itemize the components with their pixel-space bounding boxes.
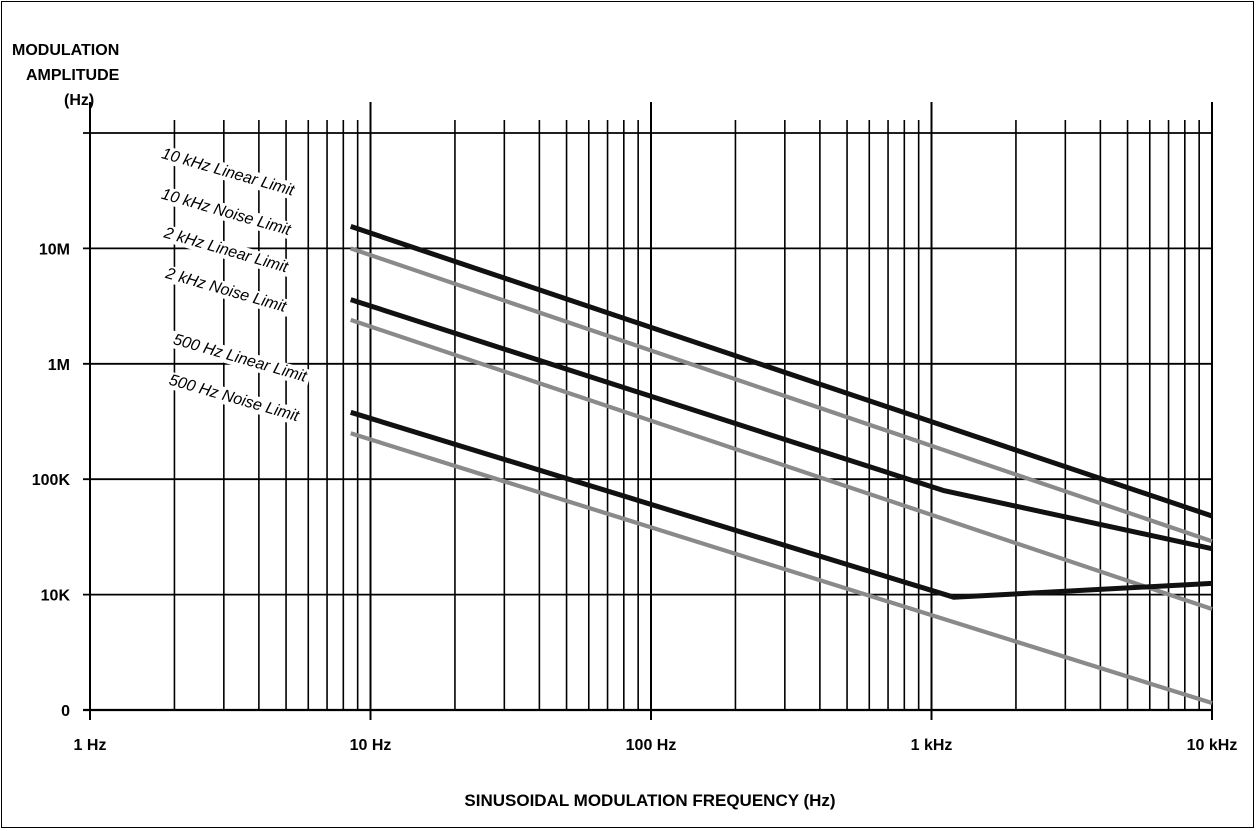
series-label-bg	[164, 370, 305, 427]
series-label-bg	[158, 223, 294, 278]
series-label-bg	[168, 330, 312, 387]
y-tick-label: 0	[61, 703, 70, 720]
x-axis-label: SINUSOIDAL MODULATION FREQUENCY (Hz)	[464, 791, 835, 810]
minor-gridlines	[173, 120, 1200, 710]
y-axis-label-line1: MODULATION	[12, 42, 119, 59]
series-label-bg	[156, 185, 296, 241]
y-axis-label-line3: (Hz)	[64, 92, 94, 109]
x-tick-label: 1 kHz	[911, 737, 953, 754]
y-tick-label: 10M	[39, 241, 70, 258]
y-tick-label: 100K	[32, 472, 71, 489]
series-line	[350, 317, 1213, 611]
series-line	[350, 246, 1213, 544]
y-axis-label-line2: AMPLITUDE	[26, 67, 120, 84]
x-tick-label: 10 Hz	[350, 737, 392, 754]
series-label-bg	[156, 144, 300, 201]
y-tick-label: 1M	[48, 357, 70, 374]
y-tick-label: 10K	[41, 588, 71, 605]
series-line	[349, 297, 1213, 552]
x-tick-label: 1 Hz	[74, 737, 107, 754]
x-tick-label: 100 Hz	[626, 737, 677, 754]
series-line	[349, 224, 1213, 519]
series-line	[350, 431, 1213, 706]
series-label: 500 Hz Noise Limit	[167, 372, 301, 426]
series-labels	[156, 144, 312, 427]
series-label-bg	[159, 264, 292, 317]
series-lines	[349, 224, 1213, 706]
series-label: 2 kHz Noise Limit	[163, 265, 289, 316]
series-line	[349, 409, 1213, 600]
x-tick-label: 10 kHz	[1187, 737, 1238, 754]
